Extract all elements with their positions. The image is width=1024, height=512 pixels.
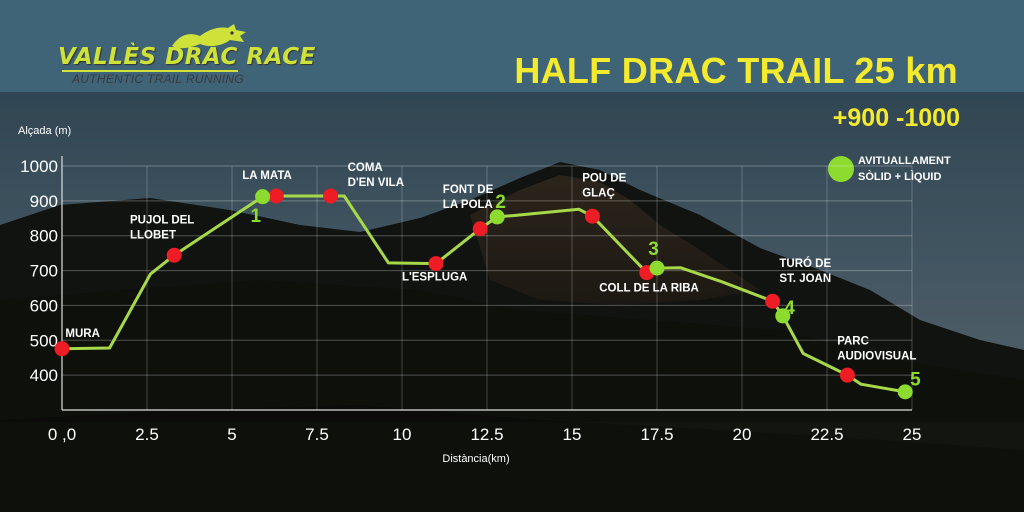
aid-station-number: 5 (910, 370, 921, 391)
aid-station-marker (489, 209, 505, 225)
legend-line-1: AVITUALLAMENT (858, 155, 951, 167)
y-axis-label: Alçada (m) (18, 125, 71, 137)
x-tick-label: 22.5 (810, 425, 843, 444)
brand-name: VALLÈS DRAC RACE (58, 44, 316, 70)
y-tick-label: 900 (30, 192, 58, 211)
checkpoint-marker (839, 367, 855, 383)
aid-station-number: 3 (648, 239, 659, 260)
x-tick-label: 17.5 (640, 425, 673, 444)
chart-axes (61, 156, 912, 411)
checkpoint-marker (472, 221, 488, 237)
checkpoint-label: PARC (837, 335, 869, 347)
aid-station-marker (775, 308, 791, 324)
checkpoint-label: FONT DE (443, 184, 494, 196)
y-tick-label: 800 (30, 227, 58, 246)
y-tick-label: 700 (30, 262, 58, 281)
x-tick-label: 15 (563, 425, 582, 444)
legend-text: AVITUALLAMENT SÒLID + LÌQUID (858, 153, 951, 185)
x-tick-label: 20 (733, 425, 752, 444)
checkpoint-label: L'ESPLUGA (402, 271, 467, 283)
x-axis-label: Distància(km) (442, 453, 509, 465)
checkpoint-marker (584, 208, 600, 224)
aid-station-marker (649, 260, 665, 276)
waypoint-markers (54, 188, 913, 400)
aid-station-legend-dot (828, 156, 854, 182)
waypoint-labels: MURA PUJOL DEL LLOBET LA MATA COMA D'EN VILA L… (65, 162, 921, 390)
checkpoint-label: MURA (65, 328, 100, 340)
legend: AVITUALLAMENT SÒLID + LÌQUID (826, 150, 958, 188)
x-tick-label: 0 ,0 (48, 425, 76, 444)
checkpoint-marker (323, 188, 339, 204)
x-tick-label: 12.5 (470, 425, 503, 444)
y-tick-label: 1000 (20, 157, 58, 176)
checkpoint-label: POU DE (582, 173, 626, 185)
aid-station-number: 1 (251, 206, 262, 227)
checkpoint-marker (54, 341, 70, 357)
checkpoint-label: LA MATA (242, 170, 292, 182)
y-tick-label: 600 (30, 296, 58, 315)
checkpoint-label: D'EN VILA (348, 177, 404, 189)
checkpoint-label: ST. JOAN (779, 273, 831, 285)
page-title: HALF DRAC TRAIL 25 km (514, 50, 958, 91)
aid-station-number: 2 (495, 192, 506, 213)
elevation-gain: +900 -1000 (832, 104, 960, 132)
x-tick-label: 2.5 (135, 425, 159, 444)
tick-labels: 400 500 600 700 800 900 1000 0 ,0 2.5 5 7.5 10 12.5 1… (20, 157, 921, 444)
aid-station-marker (255, 189, 271, 205)
y-tick-label: 500 (30, 331, 58, 350)
aid-station-marker (897, 384, 913, 400)
checkpoint-marker (268, 188, 284, 204)
brand-logo: VALLÈS DRAC RACE AUTHENTIC TRAIL RUNNING (58, 22, 315, 92)
checkpoint-marker (428, 256, 444, 272)
checkpoint-label: LA POLA (443, 199, 493, 211)
checkpoint-label: TURÓ DE (779, 257, 831, 270)
checkpoint-label: PUJOL DEL (130, 215, 194, 227)
legend-line-2: SÒLID + LÌQUID (858, 171, 942, 183)
y-tick-label: 400 (30, 366, 58, 385)
checkpoint-label: GLAÇ (582, 188, 615, 200)
checkpoint-label: LLOBET (130, 230, 176, 242)
checkpoint-marker (765, 293, 781, 309)
x-tick-label: 10 (393, 425, 412, 444)
checkpoint-label: COMA (348, 162, 383, 174)
checkpoint-marker (166, 247, 182, 263)
dragon-icon (172, 24, 246, 49)
brand-tagline: AUTHENTIC TRAIL RUNNING (72, 72, 245, 86)
x-tick-label: 5 (227, 425, 236, 444)
aid-station-number: 4 (784, 298, 795, 319)
x-tick-label: 25 (903, 425, 922, 444)
brand-underline (62, 70, 238, 72)
checkpoint-label: COLL DE LA RIBA (599, 282, 699, 294)
checkpoint-label: AUDIOVISUAL (837, 350, 916, 362)
x-tick-label: 7.5 (305, 425, 329, 444)
